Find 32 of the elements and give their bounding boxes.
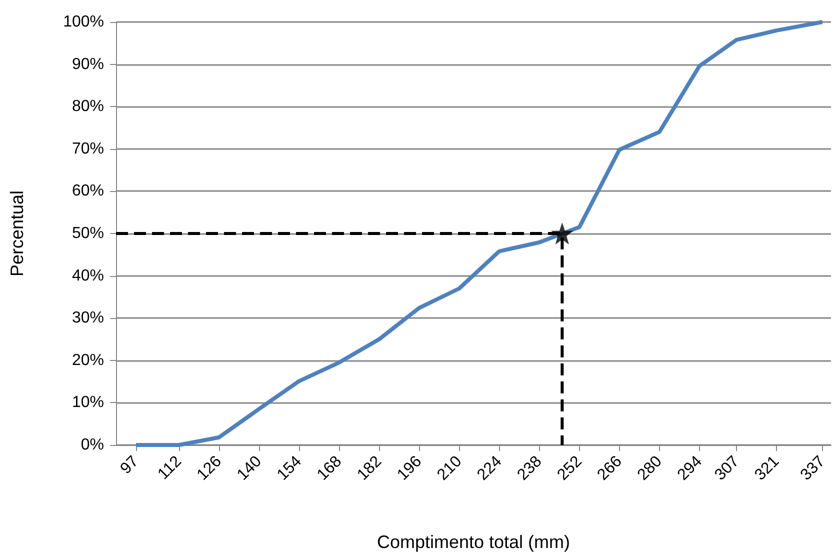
y-tick-label: 50% — [72, 225, 104, 242]
x-tick-label: 321 — [752, 452, 783, 484]
x-tick-label: 210 — [434, 452, 466, 484]
y-tick-label: 90% — [72, 56, 104, 73]
x-tick-label: 337 — [798, 452, 829, 484]
y-tick-label: 100% — [63, 14, 104, 30]
x-tick-label: 266 — [594, 452, 626, 484]
x-tick-label: 238 — [514, 452, 546, 484]
y-tick-label: 40% — [72, 267, 104, 284]
x-tick-label: 252 — [554, 452, 586, 484]
y-axis-title: Percentual — [7, 190, 27, 277]
x-axis-title: Comptimento total (mm) — [376, 532, 570, 552]
y-tick-label: 10% — [72, 394, 104, 412]
x-tick-label: 126 — [194, 452, 226, 484]
y-tick-label: 70% — [72, 140, 104, 158]
x-tick-label: 182 — [354, 452, 386, 484]
x-tick-label: 294 — [674, 452, 706, 484]
y-tick-label: 80% — [72, 98, 104, 116]
y-tick-label: 20% — [72, 352, 104, 369]
x-tick-label: 307 — [712, 452, 743, 484]
x-tick-label: 280 — [634, 452, 666, 484]
x-tick-label: 112 — [154, 452, 186, 484]
x-tick-label: 168 — [314, 452, 346, 484]
x-tick-label: 97 — [117, 452, 142, 478]
line-series — [134, 20, 824, 447]
x-tick-label: 196 — [394, 452, 426, 484]
y-tick-label: 0% — [80, 436, 104, 454]
x-tick-label: 154 — [274, 452, 306, 484]
y-tick-label: 30% — [72, 310, 104, 327]
x-tick-label: 140 — [234, 452, 266, 484]
y-tick-label: 60% — [72, 182, 104, 200]
x-tick-label: 224 — [474, 452, 506, 484]
